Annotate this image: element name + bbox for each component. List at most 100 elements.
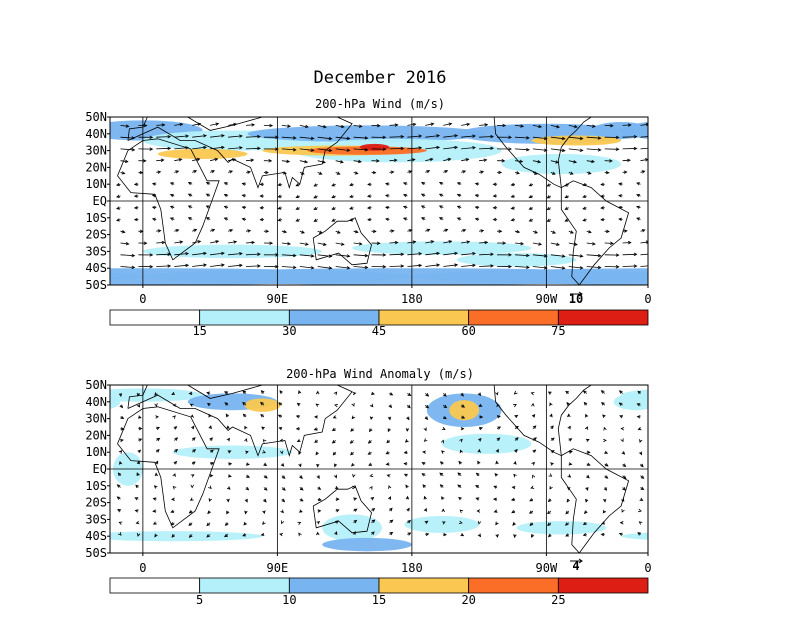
colorbar-label: 75: [551, 324, 565, 338]
wind-vector-head: [430, 240, 435, 244]
wind-vector-head: [579, 136, 584, 141]
reference-vector-head: [578, 558, 583, 564]
wind-vector-head: [513, 390, 518, 395]
wind-vector-head: [358, 124, 363, 128]
wind-vector-head: [242, 401, 246, 406]
wind-vector-head: [224, 391, 228, 395]
wind-vector: [245, 136, 261, 138]
wind-vector-head: [118, 460, 123, 465]
wind-vector-head: [279, 450, 284, 455]
wind-vector-head: [351, 415, 356, 420]
wind-vector-head: [349, 440, 354, 444]
wind-vector-head: [460, 392, 464, 397]
wind-vector-head: [615, 265, 620, 269]
wind-vector-head: [461, 404, 466, 408]
wind-vector-head: [495, 460, 499, 465]
wind-vector-head: [188, 391, 193, 396]
wind-vector-head: [440, 439, 445, 444]
wind-vector-head: [402, 193, 407, 198]
wind-vector-head: [459, 449, 463, 454]
wind-vector: [299, 125, 309, 128]
wind-vector-head: [214, 157, 219, 162]
wind-vector-head: [591, 242, 596, 246]
wind-vector-head: [191, 437, 196, 441]
wind-vector-head: [322, 160, 326, 164]
wind-vector: [335, 148, 350, 151]
wind-vector-head: [645, 122, 648, 127]
wind-vector-head: [423, 507, 427, 512]
wind-vector-head: [403, 473, 408, 477]
wind-vector: [568, 160, 577, 163]
wind-vector-head: [188, 522, 192, 526]
wind-vector: [514, 160, 523, 162]
y-tick-label: 20S: [85, 228, 107, 242]
wind-vector-head: [262, 510, 266, 515]
wind-vector-head: [298, 390, 302, 394]
wind-vector: [156, 265, 171, 267]
wind-vector-head: [328, 266, 333, 270]
colorbar-segment: [199, 577, 290, 594]
wind-vector-head: [167, 146, 172, 151]
wind-vector: [586, 254, 601, 257]
wind-vector-head: [367, 440, 372, 444]
wind-vector-head: [390, 170, 395, 174]
speed-region: [172, 445, 293, 459]
wind-vector-head: [597, 148, 602, 152]
wind-vector-head: [120, 427, 125, 431]
wind-vector-head: [420, 217, 425, 221]
wind-vector-head: [564, 218, 569, 222]
speed-region: [696, 149, 786, 159]
wind-vector-head: [299, 487, 304, 491]
wind-vector-head: [369, 485, 373, 490]
wind-vector-head: [472, 146, 476, 150]
wind-vector-head: [151, 194, 156, 198]
wind-vector-head: [316, 475, 320, 479]
wind-vector-head: [260, 414, 264, 418]
wind-vector-head: [313, 218, 318, 222]
wind-vector: [550, 242, 560, 246]
wind-vector: [299, 242, 309, 245]
wind-vector-head: [458, 520, 463, 524]
wind-vector-head: [652, 135, 655, 138]
wind-vector-head: [652, 147, 655, 150]
wind-vector: [299, 148, 314, 151]
wind-vector-head: [641, 170, 646, 174]
wind-vector-head: [514, 448, 518, 453]
wind-vector-head: [121, 171, 126, 175]
wind-vector-head: [569, 450, 573, 454]
wind-vector-head: [151, 182, 156, 186]
wind-vector-head: [516, 229, 521, 234]
wind-vector-head: [190, 484, 194, 489]
wind-vector-head: [353, 519, 358, 524]
wind-vector-head: [430, 122, 435, 126]
wind-vector-head: [149, 135, 154, 140]
wind-vector-head: [299, 475, 303, 480]
wind-vector-head: [367, 182, 371, 186]
wind-vector-head: [438, 193, 443, 197]
wind-vector-head: [346, 254, 351, 258]
y-tick-label: 20N: [85, 160, 107, 174]
wind-vector: [425, 146, 440, 150]
wind-vector-head: [567, 425, 571, 430]
wind-vector-head: [640, 463, 644, 468]
colorbar-segment: [288, 309, 380, 326]
wind-vector: [120, 125, 129, 127]
wind-vector-head: [472, 134, 476, 138]
y-tick-label: 40N: [85, 127, 107, 141]
wind-vector: [568, 266, 583, 269]
wind-vector-head: [262, 521, 266, 525]
wind-vector-head: [185, 146, 190, 150]
wind-vector-head: [310, 136, 315, 141]
wind-vector-head: [117, 472, 122, 477]
speed-region: [501, 153, 622, 175]
wind-vector-head: [310, 148, 315, 152]
y-tick-label: 50S: [85, 278, 107, 292]
wind-vector-head: [169, 217, 174, 221]
wind-vector-head: [247, 170, 251, 174]
wind-vector-head: [233, 122, 238, 127]
wind-vector-head: [568, 438, 573, 442]
wind-vector-head: [510, 218, 515, 222]
wind-vector-head: [532, 474, 536, 479]
wind-vector: [245, 147, 261, 150]
wind-vector-head: [462, 170, 467, 174]
